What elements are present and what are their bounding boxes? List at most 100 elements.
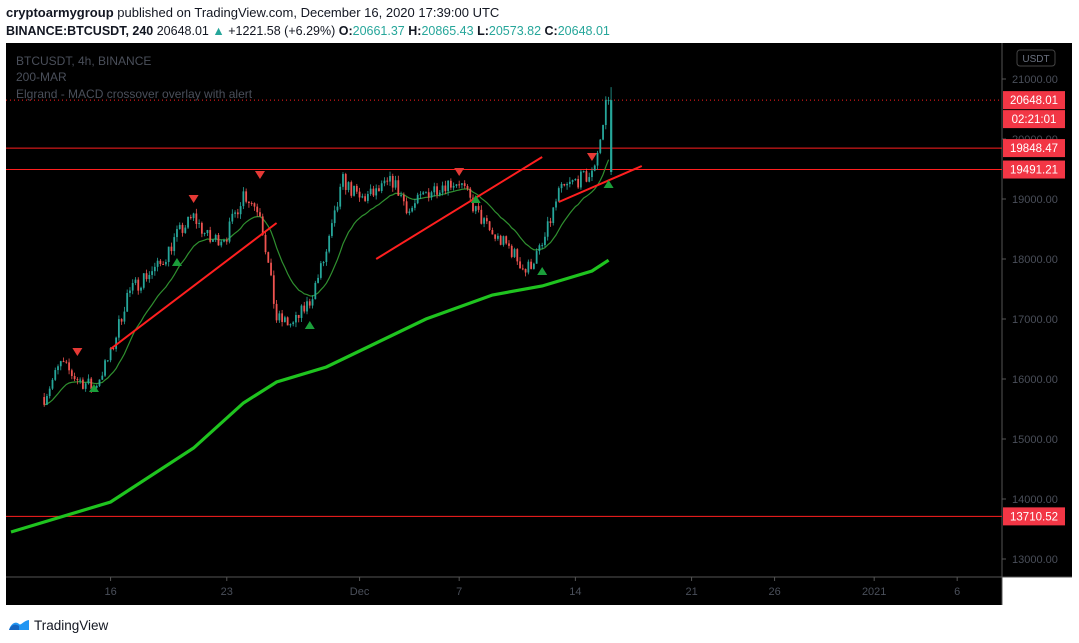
candle-body (209, 230, 212, 242)
candle-body (532, 263, 535, 269)
chart-area[interactable]: BTCUSDT, 4h, BINANCE 200-MAR Elgrand - M… (6, 43, 1072, 605)
candle-body (344, 174, 347, 190)
candle-body (153, 266, 156, 272)
symbol-line: BINANCE:BTCUSDT, 240 (6, 24, 154, 38)
candle-body (563, 183, 566, 186)
candle-body (541, 245, 544, 247)
candle-body (231, 213, 234, 222)
candle-body (582, 171, 585, 173)
candlestick-chart[interactable]: BTCUSDT, 4h, BINANCE 200-MAR Elgrand - M… (6, 43, 1072, 605)
candle-body (283, 317, 286, 322)
candle-body (557, 188, 560, 202)
candle-body (463, 183, 466, 187)
candle-body (422, 192, 425, 195)
candle-body (430, 192, 433, 198)
candle-body (322, 262, 325, 264)
candle-body (248, 201, 250, 204)
candle-body (184, 227, 187, 233)
candle-body (264, 234, 267, 253)
candle-body (510, 245, 513, 257)
candle-body (43, 397, 46, 405)
candle-body (347, 182, 350, 190)
candle-body (303, 305, 306, 312)
level-price-label: 13710.52 (1010, 511, 1058, 523)
candle-body (588, 177, 591, 182)
candle-body (366, 193, 369, 201)
candle-body (577, 178, 580, 188)
candle-body (57, 366, 59, 371)
candle-body (519, 261, 521, 269)
candle-body (425, 192, 427, 194)
candle-body (604, 100, 607, 126)
price-axis-background[interactable] (1002, 43, 1072, 577)
candle-body (593, 165, 596, 171)
candle-body (599, 139, 602, 153)
buy-signal-icon (171, 258, 182, 266)
candle-body (372, 188, 375, 196)
candle-body (142, 273, 145, 288)
candle-body (68, 362, 70, 371)
candle-body (574, 178, 577, 181)
candle-body (566, 184, 568, 186)
time-tick-label: 6 (954, 586, 960, 598)
candle-body (84, 383, 87, 389)
candle-body (527, 261, 530, 273)
time-tick-label: 21 (685, 586, 697, 598)
candle-body (508, 243, 510, 246)
candle-body (253, 203, 256, 207)
change-value: +1221.58 (+6.29%) (228, 24, 336, 38)
triangle-up-icon: ▲ (212, 24, 225, 38)
candle-body (494, 234, 497, 239)
price-tick-label: 13000.00 (1012, 554, 1058, 566)
candle-body (466, 186, 469, 189)
candle-body (607, 100, 610, 102)
candle-body (549, 221, 552, 223)
candle-body (200, 222, 203, 234)
candle-body (474, 206, 477, 212)
candle-body (516, 249, 519, 262)
high-value: 20865.43 (421, 24, 474, 38)
candle-body (181, 224, 184, 233)
candle-body (126, 292, 129, 312)
candle-body (234, 212, 236, 214)
candle-body (176, 229, 178, 238)
candle-body (162, 263, 165, 265)
candle-body (350, 182, 353, 196)
candle-body (261, 216, 264, 235)
candle-body (319, 263, 322, 278)
level-price-label-bg (1003, 160, 1065, 179)
publisher-name[interactable]: cryptoarmygroup (6, 5, 114, 20)
fast-ma-line (44, 159, 610, 406)
candle-body (101, 375, 104, 380)
currency-badge[interactable] (1016, 49, 1056, 67)
candle-body (400, 195, 402, 197)
plot-background (6, 43, 1002, 577)
candle-body (59, 361, 62, 367)
candle-body (364, 196, 367, 201)
candle-body (79, 379, 82, 381)
candle-body (267, 252, 270, 263)
candle-body (137, 279, 140, 291)
candle-body (497, 235, 499, 239)
candle-body (485, 218, 488, 222)
candle-body (228, 221, 231, 242)
candle-body (62, 361, 65, 363)
candle-body (295, 315, 297, 323)
candle-body (250, 203, 253, 205)
level-price-label: 19848.47 (1010, 143, 1058, 155)
candle-body (275, 303, 278, 321)
tradingview-logo-icon (9, 620, 29, 630)
candle-body (120, 319, 123, 322)
time-tick-label: 7 (456, 586, 462, 598)
candle-body (140, 287, 142, 291)
ma200-series (10, 258, 610, 534)
candle-body (488, 221, 491, 231)
sell-signal-icon (254, 171, 265, 179)
candle-body (148, 274, 151, 280)
candle-body (505, 236, 508, 244)
time-axis-background[interactable] (6, 577, 1002, 605)
candle-body (317, 277, 319, 283)
candle-body (70, 370, 73, 376)
candle-body (441, 185, 444, 193)
candle-body (90, 378, 93, 389)
